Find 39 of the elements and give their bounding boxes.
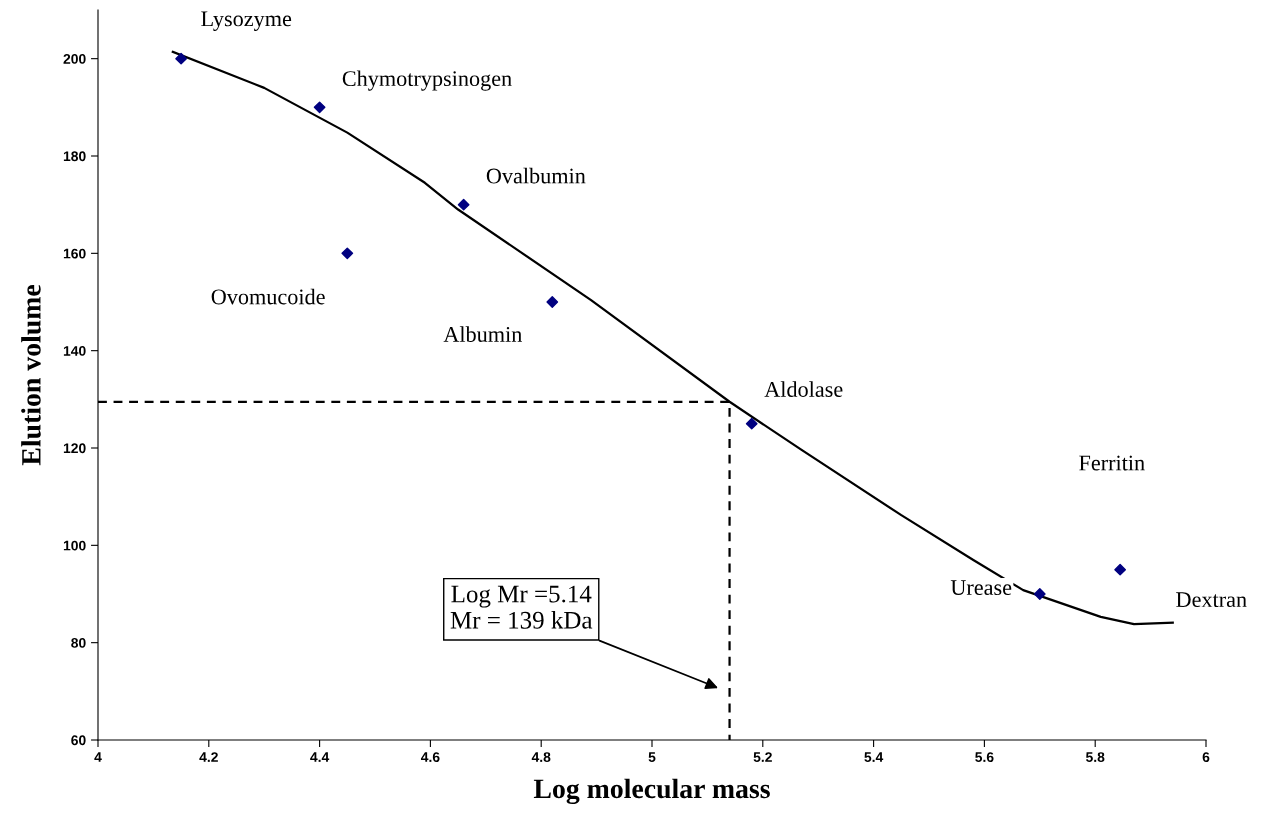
x-tick-label: 5 [648,752,656,763]
x-tick-label: 4.8 [531,752,551,763]
x-tick-label: 4.6 [420,752,440,763]
y-tick-label: 60 [71,735,86,746]
x-tick-label: 4.4 [310,752,330,762]
point [745,417,758,430]
point [546,296,559,308]
annotation: Log Mr =5.14 Mr = 139 kDa [450,585,593,629]
y-tick-label: 180 [63,151,86,162]
x-tick-label: 5.6 [975,752,994,763]
y-tick-label: 100 [63,540,86,551]
point [457,198,470,211]
y-tick-label: 120 [63,443,86,454]
annotation: Dextran [1176,592,1247,608]
annotation: Albumin [443,326,523,342]
annotation: Ovalbumin [486,167,586,184]
y-tick-label: 160 [63,248,86,259]
annotation: Chymotrypsinogen [342,70,512,91]
x-tick-label: 5.4 [864,752,884,763]
point [341,247,354,260]
point [1114,563,1127,576]
y-tick-label: 140 [63,346,86,356]
x-axis-title: Log molecular mass [533,778,770,805]
point [175,52,187,65]
annotation: Urease [950,580,1012,596]
x-tick-label: 6 [1202,752,1210,763]
y-axis-title: Elution volume [21,285,41,466]
y-tick-label: 200 [63,54,86,64]
y-tick-label: 80 [71,638,86,648]
x-tick-label: 4.2 [199,752,218,762]
annotation: Lysozyme [201,11,292,31]
x-tick-label: 5.8 [1085,752,1105,763]
point [313,101,326,114]
annotation: Ferritin [1079,455,1145,471]
x-tick-label: 5.2 [753,752,772,763]
x-tick-label: 4 [94,752,102,762]
annotation: Ovomucoide [211,288,325,305]
point [1033,588,1046,600]
annotation: Aldolase [764,381,843,397]
